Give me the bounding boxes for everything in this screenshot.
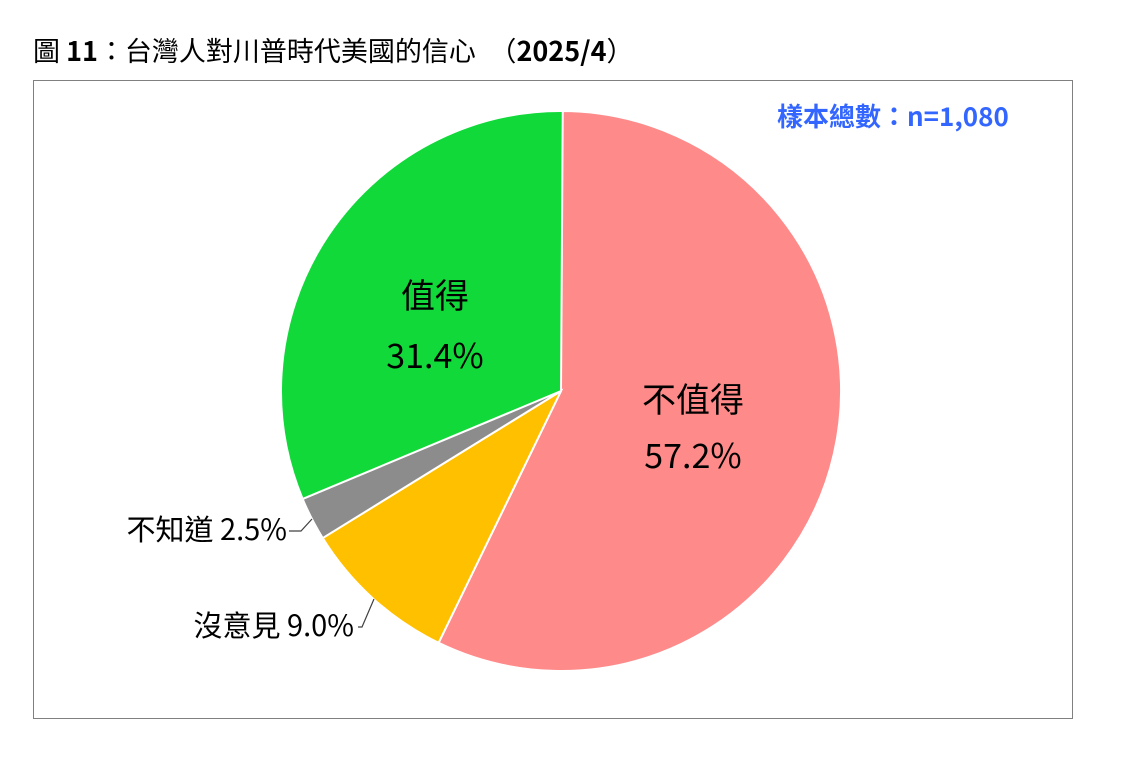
svg-text:值得: 值得 [401,269,469,318]
svg-text:不值得: 不值得 [642,373,744,422]
svg-text:57.2%: 57.2% [644,429,741,478]
svg-text:31.4%: 31.4% [386,329,483,378]
svg-text:沒意見 9.0%: 沒意見 9.0% [194,603,354,645]
svg-text:不知道 2.5%: 不知道 2.5% [127,507,287,549]
